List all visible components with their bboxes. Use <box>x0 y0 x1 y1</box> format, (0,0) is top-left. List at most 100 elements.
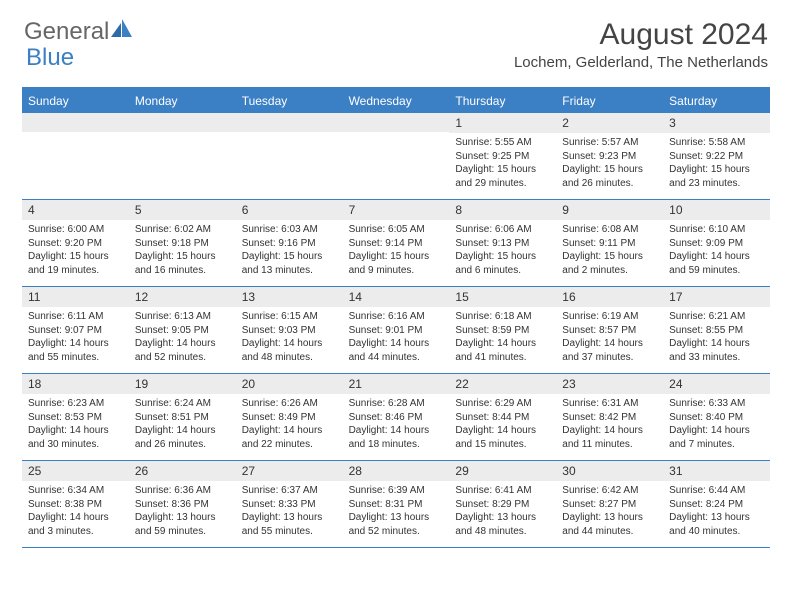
daylight-text: Daylight: 13 hours and 44 minutes. <box>562 511 657 538</box>
sunrise-text: Sunrise: 5:57 AM <box>562 136 657 150</box>
day-number: 26 <box>129 461 236 481</box>
sunrise-text: Sunrise: 6:21 AM <box>669 310 764 324</box>
daylight-text: Daylight: 14 hours and 30 minutes. <box>28 424 123 451</box>
daylight-text: Daylight: 14 hours and 33 minutes. <box>669 337 764 364</box>
day-cell: 14Sunrise: 6:16 AMSunset: 9:01 PMDayligh… <box>343 287 450 373</box>
day-number: 30 <box>556 461 663 481</box>
day-body: Sunrise: 6:42 AMSunset: 8:27 PMDaylight:… <box>556 481 663 543</box>
day-cell: 7Sunrise: 6:05 AMSunset: 9:14 PMDaylight… <box>343 200 450 286</box>
daylight-text: Daylight: 15 hours and 6 minutes. <box>455 250 550 277</box>
day-number: 6 <box>236 200 343 220</box>
sunset-text: Sunset: 8:27 PM <box>562 498 657 512</box>
day-body: Sunrise: 6:05 AMSunset: 9:14 PMDaylight:… <box>343 220 450 282</box>
day-header-thu: Thursday <box>449 89 556 113</box>
sunset-text: Sunset: 8:53 PM <box>28 411 123 425</box>
day-number: 2 <box>556 113 663 133</box>
day-number: 13 <box>236 287 343 307</box>
day-cell: 6Sunrise: 6:03 AMSunset: 9:16 PMDaylight… <box>236 200 343 286</box>
daylight-text: Daylight: 15 hours and 16 minutes. <box>135 250 230 277</box>
daylight-text: Daylight: 14 hours and 3 minutes. <box>28 511 123 538</box>
day-number: 12 <box>129 287 236 307</box>
day-cell <box>343 113 450 199</box>
day-cell: 28Sunrise: 6:39 AMSunset: 8:31 PMDayligh… <box>343 461 450 547</box>
day-body: Sunrise: 6:44 AMSunset: 8:24 PMDaylight:… <box>663 481 770 543</box>
day-body: Sunrise: 6:00 AMSunset: 9:20 PMDaylight:… <box>22 220 129 282</box>
day-body: Sunrise: 6:39 AMSunset: 8:31 PMDaylight:… <box>343 481 450 543</box>
day-cell: 5Sunrise: 6:02 AMSunset: 9:18 PMDaylight… <box>129 200 236 286</box>
day-body <box>343 132 450 140</box>
sunset-text: Sunset: 8:42 PM <box>562 411 657 425</box>
day-number: 24 <box>663 374 770 394</box>
sunrise-text: Sunrise: 6:05 AM <box>349 223 444 237</box>
sunset-text: Sunset: 9:18 PM <box>135 237 230 251</box>
sunrise-text: Sunrise: 6:33 AM <box>669 397 764 411</box>
day-body: Sunrise: 6:28 AMSunset: 8:46 PMDaylight:… <box>343 394 450 456</box>
day-headers-row: Sunday Monday Tuesday Wednesday Thursday… <box>22 89 770 113</box>
sunset-text: Sunset: 8:33 PM <box>242 498 337 512</box>
sunset-text: Sunset: 8:46 PM <box>349 411 444 425</box>
day-number <box>236 113 343 132</box>
day-body: Sunrise: 6:18 AMSunset: 8:59 PMDaylight:… <box>449 307 556 369</box>
sunrise-text: Sunrise: 6:36 AM <box>135 484 230 498</box>
day-number: 29 <box>449 461 556 481</box>
sunrise-text: Sunrise: 6:24 AM <box>135 397 230 411</box>
day-body: Sunrise: 6:37 AMSunset: 8:33 PMDaylight:… <box>236 481 343 543</box>
sunset-text: Sunset: 9:20 PM <box>28 237 123 251</box>
daylight-text: Daylight: 15 hours and 13 minutes. <box>242 250 337 277</box>
day-body: Sunrise: 6:29 AMSunset: 8:44 PMDaylight:… <box>449 394 556 456</box>
sunset-text: Sunset: 9:07 PM <box>28 324 123 338</box>
day-cell <box>22 113 129 199</box>
sunset-text: Sunset: 8:57 PM <box>562 324 657 338</box>
daylight-text: Daylight: 15 hours and 29 minutes. <box>455 163 550 190</box>
day-number: 8 <box>449 200 556 220</box>
day-body: Sunrise: 5:57 AMSunset: 9:23 PMDaylight:… <box>556 133 663 195</box>
title-block: August 2024 Lochem, Gelderland, The Neth… <box>514 18 768 71</box>
day-body: Sunrise: 6:03 AMSunset: 9:16 PMDaylight:… <box>236 220 343 282</box>
sunset-text: Sunset: 8:49 PM <box>242 411 337 425</box>
daylight-text: Daylight: 14 hours and 11 minutes. <box>562 424 657 451</box>
day-header-mon: Monday <box>129 89 236 113</box>
day-body: Sunrise: 6:26 AMSunset: 8:49 PMDaylight:… <box>236 394 343 456</box>
sunset-text: Sunset: 8:59 PM <box>455 324 550 338</box>
day-body: Sunrise: 6:06 AMSunset: 9:13 PMDaylight:… <box>449 220 556 282</box>
daylight-text: Daylight: 13 hours and 59 minutes. <box>135 511 230 538</box>
weeks-container: 1Sunrise: 5:55 AMSunset: 9:25 PMDaylight… <box>22 113 770 548</box>
sunset-text: Sunset: 9:16 PM <box>242 237 337 251</box>
day-cell: 31Sunrise: 6:44 AMSunset: 8:24 PMDayligh… <box>663 461 770 547</box>
day-body: Sunrise: 6:24 AMSunset: 8:51 PMDaylight:… <box>129 394 236 456</box>
day-number: 11 <box>22 287 129 307</box>
sunrise-text: Sunrise: 6:03 AM <box>242 223 337 237</box>
daylight-text: Daylight: 14 hours and 44 minutes. <box>349 337 444 364</box>
sunrise-text: Sunrise: 6:13 AM <box>135 310 230 324</box>
week-row: 11 Sunrise: 6:11 AMSunset: 9:07 PM Dayligh… <box>22 287 770 374</box>
sunset-text: Sunset: 9:22 PM <box>669 150 764 164</box>
sunrise-text: Sunrise: 6:19 AM <box>562 310 657 324</box>
day-header-tue: Tuesday <box>236 89 343 113</box>
sunrise-text: Sunrise: 6:11 AM <box>28 310 123 324</box>
day-body: Sunrise: 5:55 AMSunset: 9:25 PMDaylight:… <box>449 133 556 195</box>
day-cell: 27Sunrise: 6:37 AMSunset: 8:33 PMDayligh… <box>236 461 343 547</box>
day-cell: 8Sunrise: 6:06 AMSunset: 9:13 PMDaylight… <box>449 200 556 286</box>
day-body: Sunrise: 6:21 AMSunset: 8:55 PMDaylight:… <box>663 307 770 369</box>
day-cell <box>236 113 343 199</box>
sunset-text: Sunset: 9:09 PM <box>669 237 764 251</box>
day-number: 9 <box>556 200 663 220</box>
day-cell: 24Sunrise: 6:33 AMSunset: 8:40 PMDayligh… <box>663 374 770 460</box>
day-cell: 29Sunrise: 6:41 AMSunset: 8:29 PMDayligh… <box>449 461 556 547</box>
day-body: Sunrise: 6:19 AMSunset: 8:57 PMDaylight:… <box>556 307 663 369</box>
day-cell <box>129 113 236 199</box>
day-header-sat: Saturday <box>663 89 770 113</box>
daylight-text: Daylight: 15 hours and 9 minutes. <box>349 250 444 277</box>
logo-word1: General <box>24 18 109 46</box>
header: General August 2024 Lochem, Gelderland, … <box>0 0 792 79</box>
sunset-text: Sunset: 8:24 PM <box>669 498 764 512</box>
sunrise-text: Sunrise: 6:39 AM <box>349 484 444 498</box>
day-cell: 12Sunrise: 6:13 AMSunset: 9:05 PMDayligh… <box>129 287 236 373</box>
day-body: Sunrise: 6:10 AMSunset: 9:09 PMDaylight:… <box>663 220 770 282</box>
day-cell: 3Sunrise: 5:58 AMSunset: 9:22 PMDaylight… <box>663 113 770 199</box>
sunset-text: Sunset: 8:51 PM <box>135 411 230 425</box>
sunset-text: Sunset: 9:14 PM <box>349 237 444 251</box>
day-body: Sunrise: 6:15 AMSunset: 9:03 PMDaylight:… <box>236 307 343 369</box>
daylight-text: Daylight: 14 hours and 59 minutes. <box>669 250 764 277</box>
daylight-text: Daylight: 13 hours and 52 minutes. <box>349 511 444 538</box>
